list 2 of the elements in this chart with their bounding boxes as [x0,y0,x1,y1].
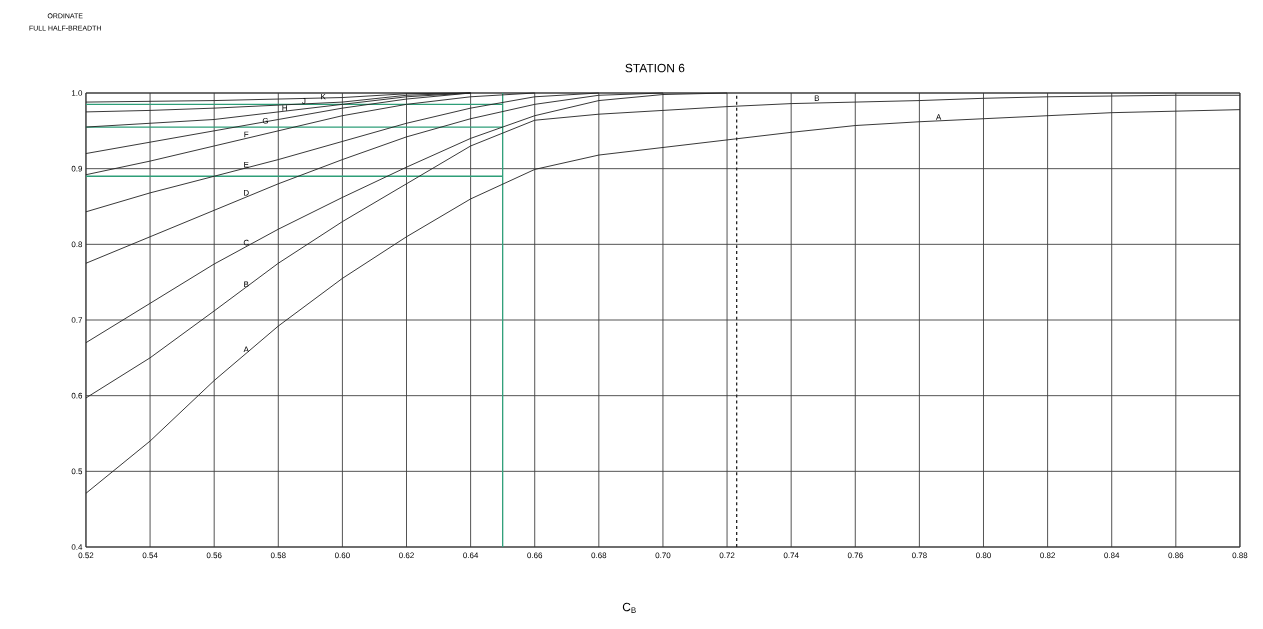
chart-title: STATION 6 [625,63,685,73]
x-axis-title: C$_{B}$ [622,602,636,613]
